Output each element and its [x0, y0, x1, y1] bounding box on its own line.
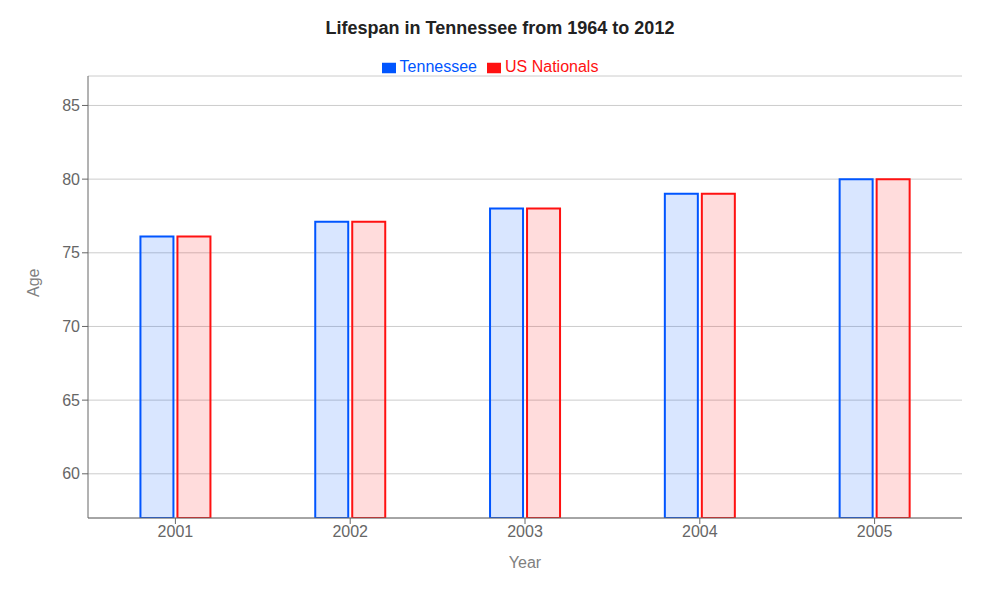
svg-text:2001: 2001 [158, 523, 194, 540]
svg-text:2005: 2005 [857, 523, 893, 540]
svg-text:80: 80 [62, 171, 80, 188]
svg-text:85: 85 [62, 97, 80, 114]
html-text:US Nationals: US Nationals [505, 58, 599, 75]
html-text:Tennessee: Tennessee [399, 58, 477, 75]
svg-text:75: 75 [62, 244, 80, 261]
svg-text:70: 70 [62, 318, 80, 335]
svg-text:Age: Age [25, 268, 42, 297]
svg-text:60: 60 [62, 465, 80, 482]
svg-text:2004: 2004 [682, 523, 718, 540]
svg-text:2002: 2002 [332, 523, 368, 540]
svg-text:65: 65 [62, 392, 80, 409]
svg-text:Year: Year [509, 554, 542, 571]
svg-text:2003: 2003 [507, 523, 543, 540]
html-text:Lifespan in Tennessee from 196: Lifespan in Tennessee from 1964 to 2012 [325, 18, 675, 38]
